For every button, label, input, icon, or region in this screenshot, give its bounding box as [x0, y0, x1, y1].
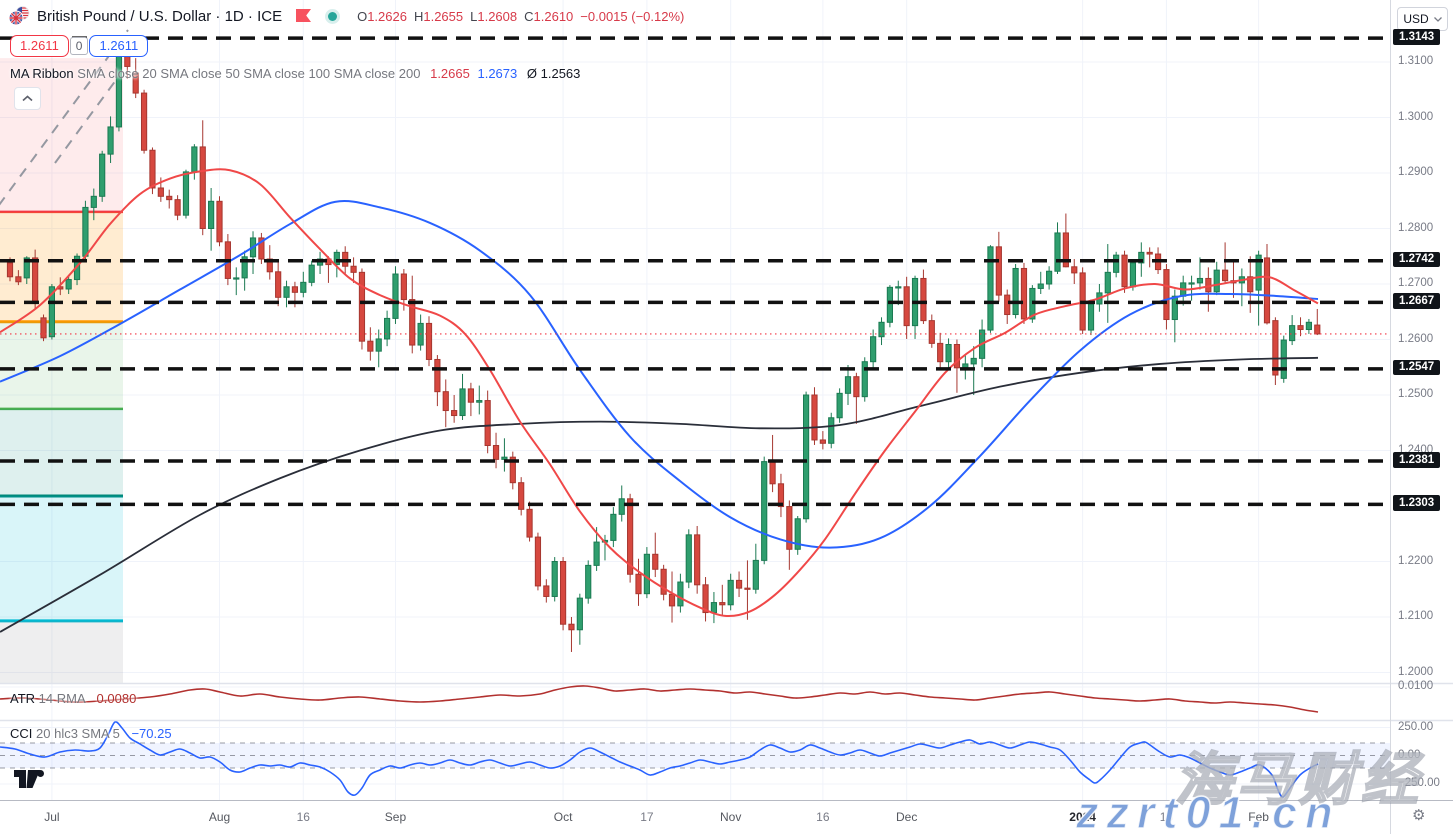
atr-title[interactable]: ATR	[10, 691, 36, 706]
chevron-down-icon	[1433, 17, 1442, 22]
settings-gear-icon[interactable]: ⚙	[1412, 806, 1426, 824]
order-price-tags: 1.2611 0 1.2611	[10, 35, 149, 57]
indicator-tick-label: 0.00	[1398, 748, 1421, 761]
high-value: 1.2655	[423, 8, 464, 24]
price-level-tag: 1.2742	[1393, 251, 1441, 268]
collapse-legend-button[interactable]	[14, 87, 41, 110]
atr-params: 14 RMA	[38, 691, 85, 706]
buy-order-price-tag[interactable]: 1.2611	[89, 35, 149, 57]
price-level-tag: 1.2381	[1393, 452, 1441, 468]
currency-label: USD	[1403, 12, 1429, 26]
price-tick-label: 1.2500	[1398, 388, 1434, 400]
price-tick-label: 1.2900	[1398, 166, 1434, 178]
time-tick-label: Aug	[208, 810, 231, 824]
price-tick-label: 1.2200	[1398, 554, 1434, 567]
high-label: H	[413, 8, 424, 24]
time-tick-label: 16	[296, 810, 310, 824]
atr-value: 0.0080	[96, 691, 137, 706]
watermark-chinese: 海马财经	[1174, 747, 1423, 813]
low-value: 1.2608	[477, 8, 518, 24]
order-profit-tag[interactable]: 0	[69, 37, 89, 55]
symbol-title[interactable]: British Pound / U.S. Dollar · 1D · ICE	[37, 7, 283, 25]
price-tick-label: 1.2800	[1398, 221, 1434, 234]
tradingview-logo[interactable]	[14, 768, 48, 790]
time-tick-label: Sep	[384, 810, 407, 824]
price-tick-label: 1.3000	[1398, 110, 1434, 123]
price-tick-label: 1.2100	[1398, 610, 1434, 622]
low-label: L	[470, 8, 478, 24]
close-label: C	[524, 8, 534, 24]
cci-title[interactable]: CCI	[10, 726, 33, 741]
price-tick-label: 1.2600	[1398, 332, 1434, 345]
symbol-flag-icon	[8, 6, 30, 26]
time-tick-label: Oct	[553, 810, 573, 824]
sell-order-price-tag[interactable]: 1.2611	[10, 35, 69, 57]
cci-legend: CCI 20 hlc3 SMA 5 −70.25	[10, 726, 172, 741]
time-tick-label: Jul	[44, 810, 60, 824]
cci-value: −70.25	[131, 726, 172, 741]
ohlc-values: O1.2626 H1.2655 L1.2608 C1.2610 −0.0015 …	[357, 9, 684, 24]
price-level-tag: 1.2547	[1393, 359, 1441, 376]
ma-ribbon-title[interactable]: MA Ribbon	[10, 66, 74, 81]
open-value: 1.2626	[367, 8, 407, 24]
change-value: −0.0015 (−0.12%)	[580, 8, 685, 24]
indicator-tick-label: 0.0100	[1398, 680, 1434, 692]
ma-avg-label: Ø	[526, 66, 537, 81]
symbol-legend: British Pound / U.S. Dollar · 1D · ICE O…	[8, 6, 684, 26]
ma50-value: 1.2673	[477, 66, 518, 81]
ma20-value: 1.2665	[430, 66, 470, 81]
currency-dropdown[interactable]: USD	[1397, 7, 1448, 31]
price-level-tag: 1.2667	[1393, 293, 1441, 309]
watermark-site: zzrt01.cn	[1075, 786, 1341, 834]
time-tick-label: 16	[1159, 810, 1174, 824]
flag-marker-icon[interactable]	[296, 9, 312, 23]
chevron-up-icon	[22, 95, 33, 102]
indicator-tick-label: −250.00	[1398, 777, 1440, 789]
ma-ribbon-params: SMA close 20 SMA close 50 SMA close 100 …	[77, 66, 421, 81]
close-value: 1.2610	[533, 8, 574, 24]
indicator-tick-label: 250.00	[1398, 720, 1434, 733]
price-level-tag: 1.2303	[1393, 495, 1441, 511]
atr-legend: ATR 14 RMA 0.0080	[10, 691, 136, 706]
time-tick-label: Nov	[720, 810, 742, 824]
time-tick-label: 16	[816, 810, 830, 824]
open-label: O	[357, 8, 368, 24]
time-tick-label: Dec	[895, 810, 918, 824]
price-tick-label: 1.2700	[1398, 277, 1434, 289]
price-tick-label: 1.2000	[1398, 665, 1434, 678]
time-tick-label: 2024	[1069, 810, 1096, 824]
market-status-icon[interactable]	[328, 11, 338, 21]
cci-params: 20 hlc3 SMA 5	[36, 726, 120, 741]
price-level-tag: 1.3143	[1393, 29, 1441, 45]
ma-avg-value: 1.2563	[540, 66, 581, 81]
price-tick-label: 1.3100	[1398, 55, 1434, 67]
ma-ribbon-legend: MA Ribbon SMA close 20 SMA close 50 SMA …	[10, 66, 580, 81]
time-tick-label: Feb	[1248, 810, 1269, 824]
time-tick-label: 17	[640, 810, 654, 824]
